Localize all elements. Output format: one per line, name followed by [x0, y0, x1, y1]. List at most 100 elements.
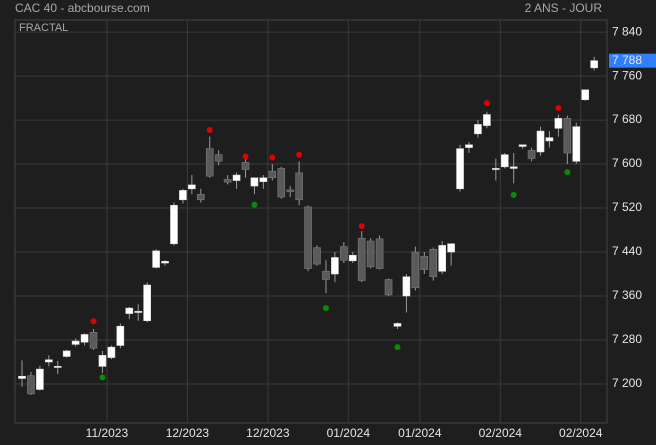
candle-body — [483, 114, 491, 126]
candle-body — [331, 257, 339, 275]
fractal-up — [206, 126, 213, 133]
candle-body — [45, 359, 53, 363]
candle-body — [143, 284, 151, 322]
candle-body — [456, 148, 464, 190]
candle-body — [197, 193, 205, 201]
fractal-up — [555, 104, 562, 111]
candle-body — [447, 243, 455, 253]
candle-body — [348, 255, 357, 262]
candle-body — [536, 130, 545, 153]
candle-body — [80, 334, 89, 343]
candle-body — [518, 144, 527, 147]
x-tick-label: 02/2024 — [479, 426, 523, 440]
candle-body — [420, 256, 429, 270]
candle-body — [241, 162, 250, 170]
y-tick-label: 7 440 — [612, 244, 642, 258]
candle-body — [71, 340, 80, 345]
candle-body — [295, 172, 303, 201]
candle-body — [205, 148, 214, 177]
fractal-down — [99, 374, 106, 381]
candle-body — [366, 240, 375, 268]
y-tick-label: 7 200 — [612, 376, 642, 390]
candle-body — [322, 270, 330, 280]
candle-body — [62, 350, 71, 357]
candle-body — [161, 261, 169, 264]
candle-body — [465, 144, 473, 148]
candle-body — [304, 206, 312, 269]
y-tick-label: 7 680 — [612, 112, 642, 126]
x-tick-label: 01/2024 — [398, 426, 442, 440]
candle-body — [393, 323, 402, 327]
x-tick-label: 11/2023 — [86, 426, 129, 440]
candle-body — [492, 168, 500, 170]
candle-body — [98, 355, 107, 367]
candle-body — [107, 346, 116, 358]
candle-body — [340, 246, 348, 261]
candle-body — [411, 251, 420, 289]
fractal-down — [251, 201, 258, 208]
last-price-box — [609, 53, 656, 68]
fractal-up — [296, 151, 303, 158]
candle-body — [527, 150, 536, 159]
candle-body — [223, 179, 232, 183]
candle-body — [474, 124, 482, 135]
fractal-up — [90, 318, 97, 325]
fractal-down — [394, 344, 401, 351]
candle-body — [554, 118, 563, 129]
x-tick-label: 01/2024 — [327, 426, 371, 440]
y-tick-label: 7 600 — [612, 156, 642, 170]
candle-body — [509, 166, 518, 169]
y-tick-label: 7 280 — [612, 332, 642, 346]
candle-body — [286, 189, 295, 192]
fractal-down — [322, 305, 329, 312]
fractal-up — [242, 153, 249, 160]
last-price-label: 7 788 — [612, 53, 642, 67]
candle-body — [232, 174, 241, 181]
candle-body — [36, 368, 44, 390]
fractal-down — [564, 169, 571, 176]
chart-title: CAC 40 - abcbourse.com — [15, 1, 150, 15]
candle-body — [357, 237, 366, 281]
candle-body — [572, 126, 581, 162]
candle-body — [500, 154, 509, 168]
candle-body — [545, 137, 554, 142]
candle-body — [563, 118, 572, 154]
chart-subtitle: 2 ANS - JOUR — [525, 1, 603, 15]
fractal-down — [510, 191, 517, 198]
candle-body — [402, 276, 411, 297]
candle-body — [53, 366, 62, 368]
candle-body — [259, 177, 268, 182]
candle-body — [429, 248, 438, 278]
candle-body — [125, 307, 134, 314]
y-tick-label: 7 760 — [612, 68, 642, 82]
indicator-label: FRACTAL — [19, 22, 68, 34]
candle-body — [18, 375, 26, 379]
candle-body — [188, 184, 196, 190]
fractal-up — [269, 154, 276, 161]
candle-body — [152, 250, 160, 268]
candle-body — [581, 89, 590, 101]
x-tick-label: 12/2023 — [246, 426, 290, 440]
candle-body — [250, 177, 259, 187]
candle-body — [179, 190, 187, 201]
candle-body — [438, 245, 446, 272]
candle-body — [384, 279, 393, 296]
candle-body — [27, 375, 35, 395]
candle-body — [277, 168, 286, 198]
candle-body — [375, 238, 384, 269]
x-tick-label: 12/2023 — [166, 426, 210, 440]
y-tick-label: 7 360 — [612, 288, 642, 302]
candle-body — [89, 331, 98, 349]
y-tick-label: 7 520 — [612, 200, 642, 214]
y-tick-label: 7 840 — [612, 24, 642, 38]
fractal-up — [358, 223, 365, 230]
candle-body — [313, 247, 321, 265]
x-tick-label: 02/2024 — [559, 426, 603, 440]
candle-body — [116, 325, 125, 346]
candle-body — [590, 60, 598, 69]
candle-body — [134, 311, 143, 313]
candle-body — [214, 154, 223, 162]
candle-body — [170, 204, 178, 245]
candle-body — [268, 170, 277, 179]
